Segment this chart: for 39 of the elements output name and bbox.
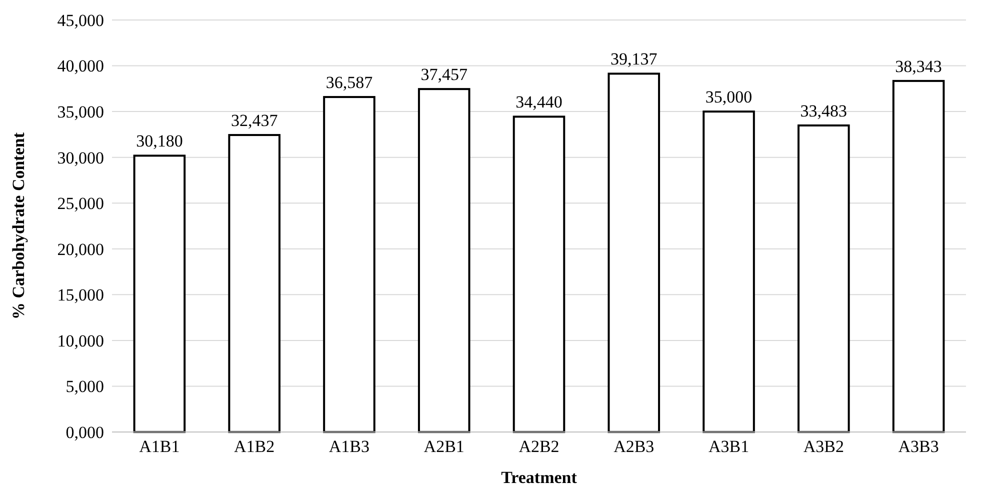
data-label: 36,587 [326, 73, 374, 92]
y-tick-label: 40,000 [57, 56, 104, 76]
x-tick-label: A1B3 [328, 437, 370, 456]
y-tick-label: 20,000 [57, 240, 104, 259]
bar [702, 110, 755, 433]
y-tick-label: 10,000 [57, 331, 104, 350]
bar [323, 96, 376, 433]
x-tick-label: A2B2 [518, 437, 560, 456]
bar [798, 124, 850, 433]
y-axis-title: % Carbohydrate Content [9, 132, 28, 320]
data-label: 32,437 [230, 111, 278, 130]
y-tick-label: 45,000 [57, 10, 104, 30]
data-label: 34,440 [516, 92, 562, 112]
data-label: 39,137 [610, 50, 658, 69]
data-label: 33,483 [800, 101, 848, 120]
bar [418, 88, 470, 433]
y-tick-label: 25,000 [57, 194, 104, 214]
bar [512, 116, 566, 433]
bar [228, 134, 280, 433]
y-tick-label: 0,000 [66, 422, 104, 442]
bar [608, 72, 660, 433]
y-tick-label: 35,000 [57, 102, 104, 122]
y-tick-label: 30,000 [57, 148, 104, 168]
x-tick-label: A2B3 [614, 437, 654, 456]
bar [892, 80, 945, 433]
data-label: 38,343 [895, 56, 942, 76]
x-tick-label: A3B3 [898, 437, 939, 456]
data-label: 37,457 [420, 65, 468, 84]
bar [133, 154, 186, 433]
data-label: 35,000 [705, 88, 752, 107]
x-tick-label: A2B1 [424, 437, 464, 456]
y-tick-label: 15,000 [57, 286, 104, 305]
x-axis-title: Treatment [501, 468, 578, 487]
x-tick-label: A1B2 [234, 437, 275, 456]
x-tick-label: A3B2 [803, 437, 844, 456]
data-label: 30,180 [136, 132, 183, 151]
x-tick-label: A1B1 [139, 437, 180, 456]
x-tick-label: A3B1 [708, 437, 750, 456]
y-tick-label: 5,000 [66, 377, 104, 396]
